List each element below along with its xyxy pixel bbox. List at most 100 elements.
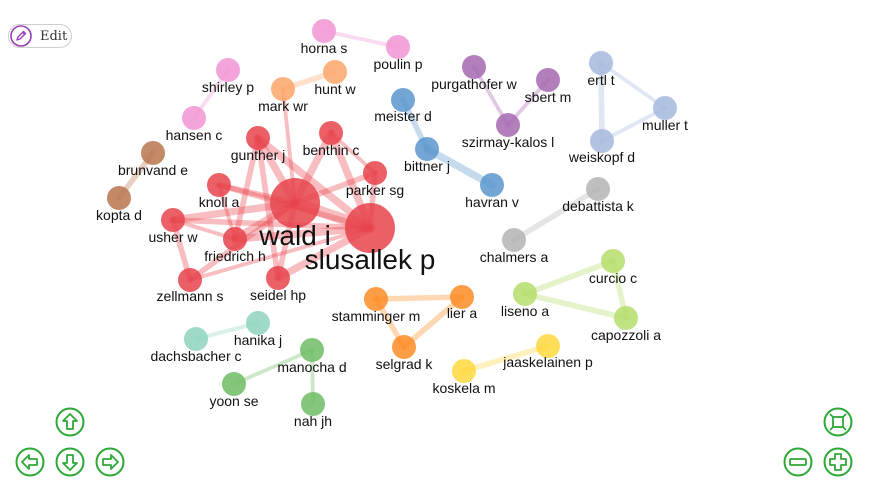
node-bittner[interactable]: bittner j <box>404 137 450 174</box>
node-muller[interactable]: muller t <box>642 96 688 133</box>
node-circle[interactable] <box>207 173 231 197</box>
node-circle[interactable] <box>178 268 202 292</box>
node-purgathofer[interactable]: purgathofer w <box>431 55 518 92</box>
node-circle[interactable] <box>312 19 336 43</box>
node-circle[interactable] <box>586 177 610 201</box>
node-brunvand[interactable]: brunvand e <box>118 141 188 178</box>
node-poulin[interactable]: poulin p <box>373 35 423 72</box>
node-lier[interactable]: lier a <box>447 285 478 321</box>
node-koskela[interactable]: koskela m <box>432 359 496 396</box>
node-circle[interactable] <box>300 338 324 362</box>
node-label: meister d <box>374 108 432 124</box>
arrow-right-icon[interactable] <box>95 447 125 477</box>
node-circle[interactable] <box>391 88 415 112</box>
node-label: nah jh <box>294 413 332 429</box>
node-kopta[interactable]: kopta d <box>96 186 142 223</box>
node-circle[interactable] <box>319 121 343 145</box>
node-circle[interactable] <box>386 35 410 59</box>
node-slusallek[interactable]: slusallek p <box>305 203 436 275</box>
node-wald[interactable]: wald i <box>258 178 331 251</box>
node-circle[interactable] <box>266 266 290 290</box>
fit-to-screen-icon[interactable] <box>823 407 853 437</box>
node-circle[interactable] <box>270 178 320 228</box>
node-hunt[interactable]: hunt w <box>314 60 357 97</box>
pencil-icon <box>10 25 32 47</box>
node-circle[interactable] <box>513 282 537 306</box>
node-knoll[interactable]: knoll a <box>199 173 240 210</box>
node-circle[interactable] <box>301 392 325 416</box>
node-capozzoli[interactable]: capozzoli a <box>591 306 661 343</box>
edit-button[interactable]: Edit <box>8 24 72 48</box>
node-hanika[interactable]: hanika j <box>234 311 282 348</box>
node-nah[interactable]: nah jh <box>294 392 332 429</box>
node-circle[interactable] <box>452 359 476 383</box>
node-circle[interactable] <box>222 372 246 396</box>
node-sbert[interactable]: sbert m <box>525 68 572 105</box>
node-szirmay[interactable]: szirmay-kalos l <box>462 113 555 150</box>
node-circle[interactable] <box>653 96 677 120</box>
node-curcio[interactable]: curcio c <box>589 249 637 286</box>
node-circle[interactable] <box>184 327 208 351</box>
node-circle[interactable] <box>392 335 416 359</box>
node-circle[interactable] <box>161 208 185 232</box>
node-circle[interactable] <box>363 161 387 185</box>
node-circle[interactable] <box>246 311 270 335</box>
node-horna[interactable]: horna s <box>301 19 348 56</box>
node-parker[interactable]: parker sg <box>346 161 404 198</box>
node-circle[interactable] <box>496 113 520 137</box>
zoom-out-icon[interactable] <box>783 447 813 477</box>
node-circle[interactable] <box>271 77 295 101</box>
node-circle[interactable] <box>141 141 165 165</box>
node-friedrich[interactable]: friedrich h <box>204 227 266 264</box>
node-selgrad[interactable]: selgrad k <box>376 335 434 372</box>
node-circle[interactable] <box>462 55 486 79</box>
node-debattista[interactable]: debattista k <box>562 177 635 214</box>
node-circle[interactable] <box>590 129 614 153</box>
node-circle[interactable] <box>415 137 439 161</box>
node-circle[interactable] <box>323 60 347 84</box>
node-ertl[interactable]: ertl t <box>587 51 615 88</box>
node-circle[interactable] <box>536 334 560 358</box>
node-label: hansen c <box>166 127 223 143</box>
node-circle[interactable] <box>502 228 526 252</box>
node-havran[interactable]: havran v <box>465 173 519 210</box>
node-circle[interactable] <box>107 186 131 210</box>
node-circle[interactable] <box>480 173 504 197</box>
node-yoon[interactable]: yoon se <box>209 372 259 409</box>
node-circle[interactable] <box>246 126 270 150</box>
node-stamminger[interactable]: stamminger m <box>332 287 421 324</box>
node-usher[interactable]: usher w <box>148 208 198 245</box>
node-weiskopf[interactable]: weiskopf d <box>568 129 635 165</box>
zoom-in-icon[interactable] <box>823 447 853 477</box>
node-circle[interactable] <box>182 106 206 130</box>
node-shirley[interactable]: shirley p <box>202 58 254 95</box>
node-liseno[interactable]: liseno a <box>501 282 549 319</box>
node-chalmers[interactable]: chalmers a <box>480 228 549 265</box>
node-circle[interactable] <box>450 285 474 309</box>
node-circle[interactable] <box>345 203 395 253</box>
node-seidel[interactable]: seidel hp <box>250 266 306 303</box>
node-circle[interactable] <box>601 249 625 273</box>
arrow-left-icon[interactable] <box>15 447 45 477</box>
arrow-down-icon[interactable] <box>55 447 85 477</box>
node-circle[interactable] <box>364 287 388 311</box>
node-manocha[interactable]: manocha d <box>277 338 347 375</box>
node-jaaskelainen[interactable]: jaaskelainen p <box>502 334 593 370</box>
node-label: purgathofer w <box>431 76 517 92</box>
arrow-up-icon[interactable] <box>55 407 85 437</box>
node-hansen[interactable]: hansen c <box>166 106 223 143</box>
node-circle[interactable] <box>536 68 560 92</box>
node-zellmann[interactable]: zellmann s <box>157 268 224 304</box>
node-benthin[interactable]: benthin c <box>303 121 360 158</box>
node-meister[interactable]: meister d <box>374 88 432 124</box>
node-circle[interactable] <box>614 306 638 330</box>
node-markwr[interactable]: mark wr <box>258 77 308 114</box>
node-circle[interactable] <box>223 227 247 251</box>
link-liseno-capozzoli <box>522 291 629 321</box>
node-gunther[interactable]: gunther j <box>231 126 285 163</box>
node-dachsbacher[interactable]: dachsbacher c <box>150 327 242 364</box>
node-circle[interactable] <box>589 51 613 75</box>
node-circle[interactable] <box>216 58 240 82</box>
